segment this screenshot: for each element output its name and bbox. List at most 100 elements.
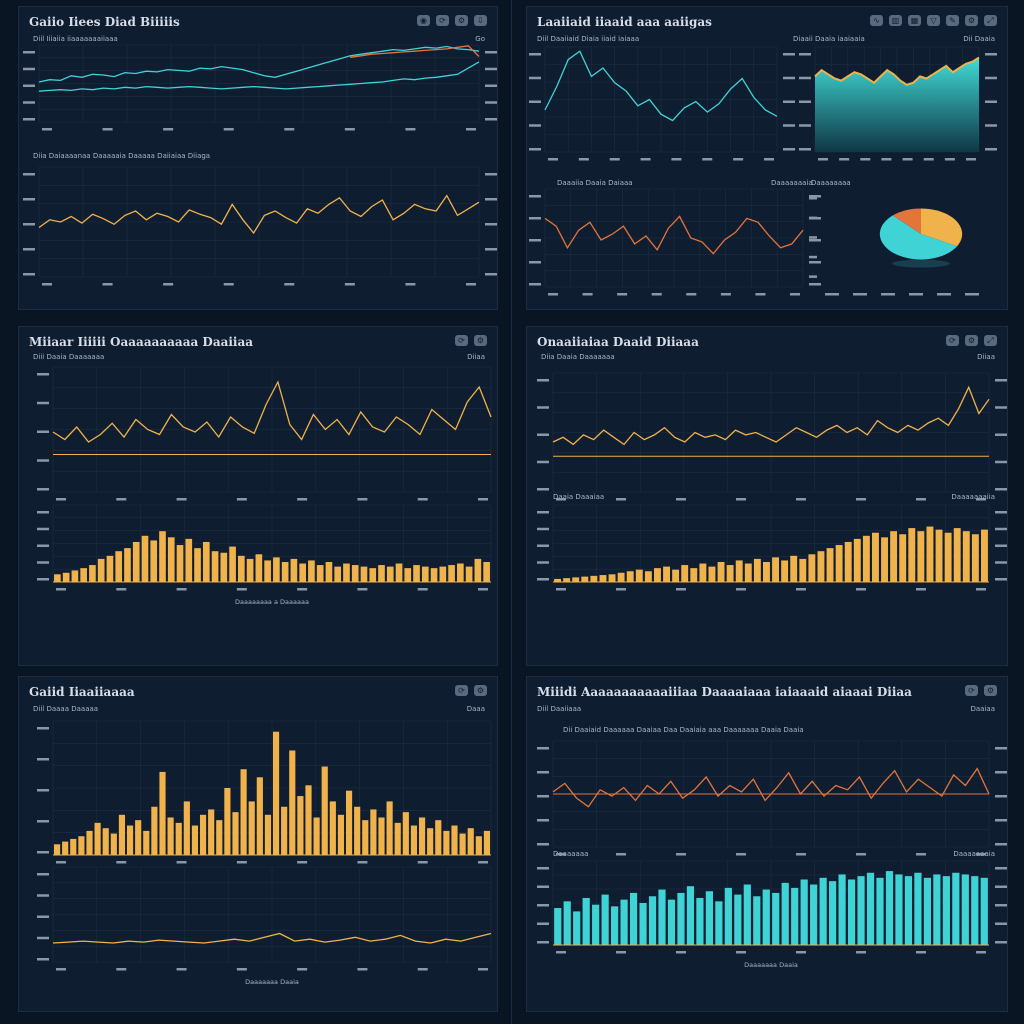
bar [735,560,743,582]
bar [826,548,834,582]
panel-title: Gaiio Iiees Diad Biiiiis [29,15,180,29]
bar [150,540,158,582]
chart-right-label: Daaa [466,705,485,713]
bar [343,563,350,582]
bar [800,879,808,945]
settings-icon[interactable]: ⚙ [984,685,997,696]
bar [53,844,61,855]
table-icon[interactable]: ▦ [908,15,921,26]
brush-icon[interactable]: ✎ [946,15,959,26]
panel-ownership: Onaaiiaiaa Daaid Diiaaa ⟳ ⚙ ⤢ Diia Daaia… [526,326,1008,666]
bar [208,809,215,855]
x-tick-label [796,951,806,954]
y-tick-label [537,379,549,382]
y-tick-label [783,53,795,56]
x-tick-label [916,853,926,856]
panel-title: Miiaar Iiiiii Oaaaaaaaaaa Daaiiaa [29,335,254,349]
bar [86,830,93,855]
bar [962,531,970,582]
filter-icon[interactable]: ▽ [927,15,940,26]
bar [753,896,761,945]
bar [866,872,875,945]
bar [681,565,689,582]
bar [248,801,255,855]
x-tick-label [818,158,828,161]
y-tick-label [537,795,549,798]
panel-growth: Gaiid Iiaaiiaaaa ⟳ ⚙ Diil Daaaa Daaaaa D… [18,676,498,1012]
bar [360,566,368,582]
bar [744,563,752,582]
bar [80,568,87,582]
settings-icon[interactable]: ⚙ [965,335,978,346]
bar [202,541,210,582]
export-icon[interactable]: ⇩ [474,15,487,26]
panel-revenue-overview: Gaiio Iiees Diad Biiiiis ◉ ⟳ ⚙ ⇩ Diil Ii… [18,6,498,310]
x-tick-label [176,968,187,971]
bar-chart-icon[interactable]: ▥ [889,15,902,26]
y-tick-label [497,820,498,823]
x-tick-label [102,283,113,286]
expand-icon[interactable]: ⤢ [984,15,997,26]
y-tick-label [985,100,997,103]
refresh-icon[interactable]: ⟳ [965,685,978,696]
y-tick-label [537,747,549,750]
y-tick-label [37,958,49,961]
y-tick-label [23,67,35,71]
y-tick-label [497,431,498,434]
x-tick-label [548,293,558,296]
series-line [544,215,804,255]
camera-icon[interactable]: ◉ [417,15,430,26]
y-tick-label [995,406,1007,409]
bar [620,899,628,945]
expand-icon[interactable]: ⤢ [984,335,997,346]
x-tick-label [556,853,566,856]
chart-subtitle: Diii Daaia Daaaaaaa [33,353,105,361]
bar [194,548,201,582]
panel-chart-svg: Daaaaaaaa a Daaaaaa [37,366,498,606]
y-tick-label [23,84,35,87]
y-tick-label [995,843,1007,846]
x-tick-label [736,498,746,501]
settings-icon[interactable]: ⚙ [474,335,487,346]
panel-volatility: Miiaar Iiiiii Oaaaaaaaaaa Daaiiaa ⟳ ⚙ Di… [18,326,498,666]
settings-icon[interactable]: ⚙ [455,15,468,26]
settings-icon[interactable]: ⚙ [965,15,978,26]
y-tick-label [37,936,49,940]
x-tick-label [102,128,113,131]
y-tick-label [783,76,795,80]
bar [62,841,69,855]
bar [191,825,199,855]
bar [601,894,609,945]
bar [835,545,843,582]
x-tick-label [417,861,428,864]
y-tick-label [37,430,49,433]
panel-toolbar: ⟳ ⚙ [455,335,487,346]
x-tick-label [856,588,866,591]
settings-icon[interactable]: ⚙ [474,685,487,696]
bar [118,814,126,855]
bar [334,566,342,582]
y-tick-label [529,239,541,242]
x-tick-label [116,498,127,501]
pie-slice [879,215,958,260]
refresh-icon[interactable]: ⟳ [455,685,468,696]
bar [857,876,865,945]
y-tick-label [485,67,497,71]
refresh-icon[interactable]: ⟳ [946,335,959,346]
refresh-icon[interactable]: ⟳ [436,15,449,26]
line-chart-icon[interactable]: ∿ [870,15,883,26]
bar [648,896,657,945]
bar [923,877,931,945]
x-tick-label [357,968,368,971]
bar [378,565,385,582]
x-tick-label [163,283,174,286]
y-tick-label [985,53,997,56]
x-tick-label [796,588,806,591]
x-tick-label [297,968,308,971]
x-tick-label [478,861,488,864]
refresh-icon[interactable]: ⟳ [455,335,468,346]
x-tick-label [764,158,774,161]
bar [421,566,429,582]
x-tick-label [976,498,986,501]
bar [394,822,401,855]
